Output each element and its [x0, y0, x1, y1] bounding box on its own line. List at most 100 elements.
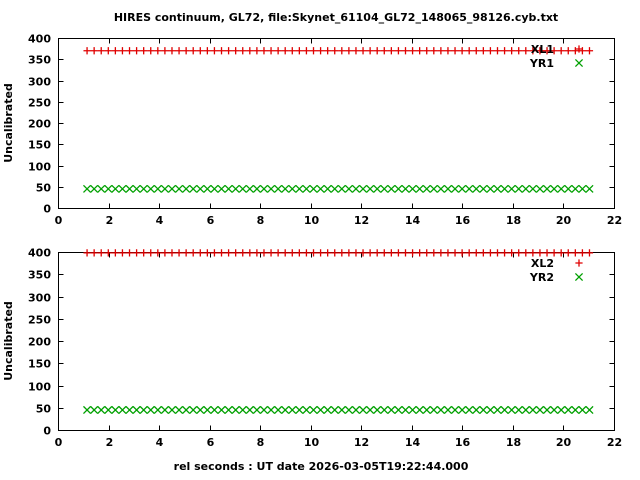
data-point — [387, 249, 395, 257]
data-point — [486, 184, 495, 193]
data-point — [430, 249, 438, 257]
data-point — [295, 184, 304, 193]
data-point — [146, 184, 155, 193]
data-point — [168, 47, 176, 55]
data-point — [217, 405, 226, 415]
data-point — [387, 47, 395, 55]
data-point — [394, 249, 403, 257]
data-point — [415, 405, 424, 415]
data-point — [578, 249, 587, 257]
x-tick-label: 14 — [405, 214, 421, 227]
x-tick-label: 12 — [354, 436, 369, 449]
data-point — [316, 405, 325, 415]
data-point — [479, 47, 487, 55]
data-point — [302, 184, 311, 193]
data-point — [550, 184, 559, 193]
data-point — [139, 184, 148, 193]
data-point — [239, 249, 247, 257]
data-point — [83, 405, 92, 415]
data-point — [97, 405, 106, 415]
plot-panel-bottom: 0 2 4 6 8 10 12 14 16 18 20 22 0 50 100 150 200 250 300 350… — [2, 247, 622, 474]
data-point — [352, 249, 360, 257]
data-point — [338, 249, 346, 257]
data-point — [443, 184, 453, 193]
data-point — [557, 184, 566, 193]
data-point — [571, 249, 579, 257]
data-point — [118, 249, 127, 257]
data-point — [337, 405, 346, 415]
data-point — [542, 184, 552, 193]
data-point — [203, 249, 211, 257]
data-point — [260, 249, 268, 257]
data-point — [465, 184, 474, 193]
data-point — [253, 47, 261, 55]
data-point — [422, 405, 431, 415]
x-tick-label: 12 — [354, 214, 369, 227]
y-tick-label: 400 — [28, 247, 51, 260]
data-point — [500, 184, 509, 193]
data-point — [182, 405, 191, 415]
data-point — [444, 47, 452, 55]
y-tick-label: 200 — [28, 336, 51, 349]
y-tick-label: 0 — [43, 425, 51, 438]
data-point — [267, 47, 275, 55]
data-point — [309, 405, 318, 415]
data-point — [161, 47, 169, 55]
legend-label-YR1: YR1 — [529, 57, 554, 70]
data-point — [415, 184, 424, 193]
data-point — [210, 405, 219, 415]
data-point — [515, 47, 523, 55]
data-point — [500, 249, 509, 257]
data-point — [245, 405, 254, 415]
data-point — [111, 47, 119, 55]
y-tick-label: 200 — [28, 118, 51, 131]
y-tick-label: 250 — [28, 97, 51, 110]
data-point — [416, 47, 424, 55]
data-point — [104, 47, 112, 55]
data-point — [564, 405, 573, 415]
data-point — [203, 184, 212, 193]
data-point — [337, 184, 346, 193]
data-point — [125, 249, 134, 257]
x-tick-label: 10 — [304, 436, 320, 449]
data-point — [90, 184, 99, 193]
data-point — [486, 249, 495, 257]
data-point — [450, 184, 460, 193]
data-point — [366, 47, 374, 55]
data-point — [167, 184, 177, 193]
x-tick-label: 16 — [455, 436, 471, 449]
data-point — [394, 405, 403, 415]
data-point — [97, 249, 105, 257]
data-point — [147, 249, 155, 257]
data-point — [437, 47, 445, 55]
data-point — [373, 184, 382, 193]
data-point — [366, 405, 375, 415]
data-point — [585, 47, 594, 55]
data-point — [507, 405, 516, 415]
data-point — [408, 405, 417, 415]
data-point — [585, 249, 594, 257]
data-point — [175, 47, 183, 55]
data-point — [232, 249, 240, 257]
data-point — [394, 47, 403, 55]
data-point — [578, 184, 587, 193]
data-point — [429, 405, 438, 415]
data-point — [295, 249, 303, 257]
data-point — [529, 249, 537, 257]
data-point — [394, 184, 403, 193]
plot-panel-top: 0 2 4 6 8 10 12 14 16 18 20 22 0 50 100 150 200 250 300 350… — [2, 33, 622, 228]
data-point — [472, 47, 480, 55]
x-tick-label: 14 — [405, 436, 421, 449]
data-point — [416, 249, 424, 257]
data-point — [232, 47, 240, 55]
y-tick-label: 350 — [28, 269, 51, 282]
data-point — [288, 249, 296, 257]
data-point — [493, 184, 502, 193]
data-point — [536, 47, 544, 55]
data-point — [536, 249, 544, 257]
data-point — [260, 47, 268, 55]
y-tick-label: 150 — [28, 139, 51, 152]
data-point — [345, 47, 353, 55]
data-point — [125, 47, 134, 55]
